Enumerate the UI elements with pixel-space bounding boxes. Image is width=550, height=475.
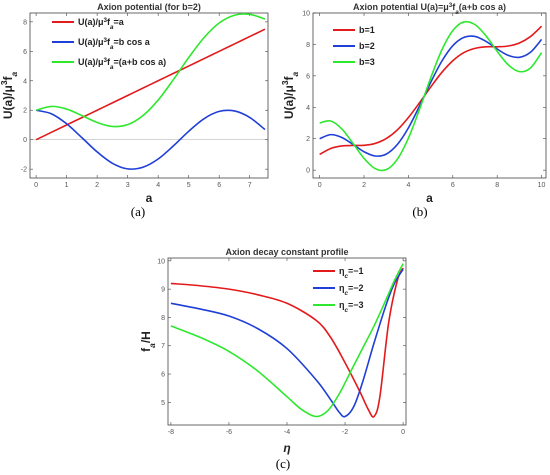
- legend-label: b=2: [359, 41, 375, 51]
- series-line-3: [35, 13, 266, 128]
- x-tick-label: 2: [362, 182, 366, 189]
- legend-label: U(a)/μ3fa=b cos a: [78, 37, 151, 51]
- y-tick-label: 4: [23, 78, 27, 85]
- panel-caption: (b): [412, 204, 427, 219]
- y-tick-label: 5: [161, 400, 165, 407]
- legend-label: ηc=−1: [339, 266, 364, 280]
- x-tick-label: 6: [217, 182, 221, 189]
- panel-caption: (c): [276, 456, 290, 471]
- y-tick-label: 2: [23, 108, 27, 115]
- x-tick-label: -2: [342, 429, 348, 436]
- plot-frame: [29, 12, 269, 179]
- series-line-2: [35, 109, 266, 170]
- legend-label: ηc=−2: [339, 283, 364, 297]
- chart-title: Axion potential (for b=2): [97, 2, 201, 12]
- y-tick-label: 10: [302, 11, 310, 18]
- series-line-3: [319, 20, 543, 172]
- x-tick-label: 4: [156, 182, 160, 189]
- y-tick-label: 0: [23, 137, 27, 144]
- y-tick-label: 9: [161, 287, 165, 294]
- plot-frame: [312, 12, 547, 179]
- y-tick-label: 7: [161, 343, 165, 350]
- x-tick-label: -8: [168, 429, 174, 436]
- panel-caption: (a): [131, 204, 145, 219]
- x-axis-label: η: [283, 441, 290, 455]
- x-tick-label: -4: [284, 429, 290, 436]
- x-tick-label: 4: [406, 182, 410, 189]
- legend-label: U(a)/μ3fa=(a+b cos a): [78, 57, 166, 71]
- x-tick-label: 6: [451, 182, 455, 189]
- y-axis-label: U(a)/μ3fa: [280, 71, 300, 119]
- x-tick-label: 5: [187, 182, 191, 189]
- legend-label: ηc=−3: [339, 300, 364, 314]
- x-axis-label: a: [426, 191, 433, 205]
- legend-label: b=1: [359, 25, 375, 35]
- x-tick-label: 0: [34, 182, 38, 189]
- chart-2: Axion potential U(a)=μ3fa(a+b cos a) 0 2 4 6…: [280, 2, 547, 219]
- series-line-1: [170, 267, 404, 418]
- y-tick-label: 2: [306, 136, 310, 143]
- y-tick-label: 8: [161, 315, 165, 322]
- y-tick-label: 4: [306, 105, 310, 112]
- x-tick-label: 8: [495, 182, 499, 189]
- y-tick-label: 8: [23, 19, 27, 26]
- plot-frame: [167, 257, 407, 426]
- x-axis-label: a: [146, 191, 153, 205]
- legend-label: U(a)/μ3fa=a: [78, 17, 125, 31]
- x-tick-label: 1: [65, 182, 69, 189]
- chart-title: Axion potential U(a)=μ3fa(a+b cos a): [353, 2, 506, 16]
- y-tick-label: 6: [161, 372, 165, 379]
- y-axis-label: fa/H: [139, 331, 157, 352]
- y-tick-label: -2: [21, 167, 27, 174]
- y-tick-label: 8: [306, 42, 310, 49]
- x-tick-label: 10: [538, 182, 546, 189]
- y-tick-label: 6: [306, 73, 310, 80]
- x-tick-label: 3: [126, 182, 130, 189]
- chart-1: Axion potential (for b=2) 0 1 2 3 4 5 6 7 -2 0 2 4 6 8…: [0, 2, 269, 219]
- y-tick-label: 6: [23, 49, 27, 56]
- chart-title: Axion decay constant profile: [225, 247, 348, 257]
- x-tick-label: 2: [95, 182, 99, 189]
- x-tick-label: 7: [248, 182, 252, 189]
- series-line-2: [319, 35, 543, 157]
- y-axis-label: U(a)/μ3fa: [0, 71, 19, 119]
- series-line-1: [35, 28, 266, 141]
- y-tick-label: 0: [306, 168, 310, 175]
- series-line-3: [170, 263, 404, 418]
- series-line-1: [319, 25, 543, 156]
- x-tick-label: -6: [226, 429, 232, 436]
- x-tick-label: 0: [318, 182, 322, 189]
- series-line-2: [170, 268, 404, 418]
- chart-3: Axion decay constant profile -8 -6 -4 -2 0 5 6 7…: [139, 247, 407, 471]
- y-tick-label: 10: [157, 258, 165, 265]
- legend-label: b=3: [359, 57, 375, 67]
- x-tick-label: 0: [401, 429, 405, 436]
